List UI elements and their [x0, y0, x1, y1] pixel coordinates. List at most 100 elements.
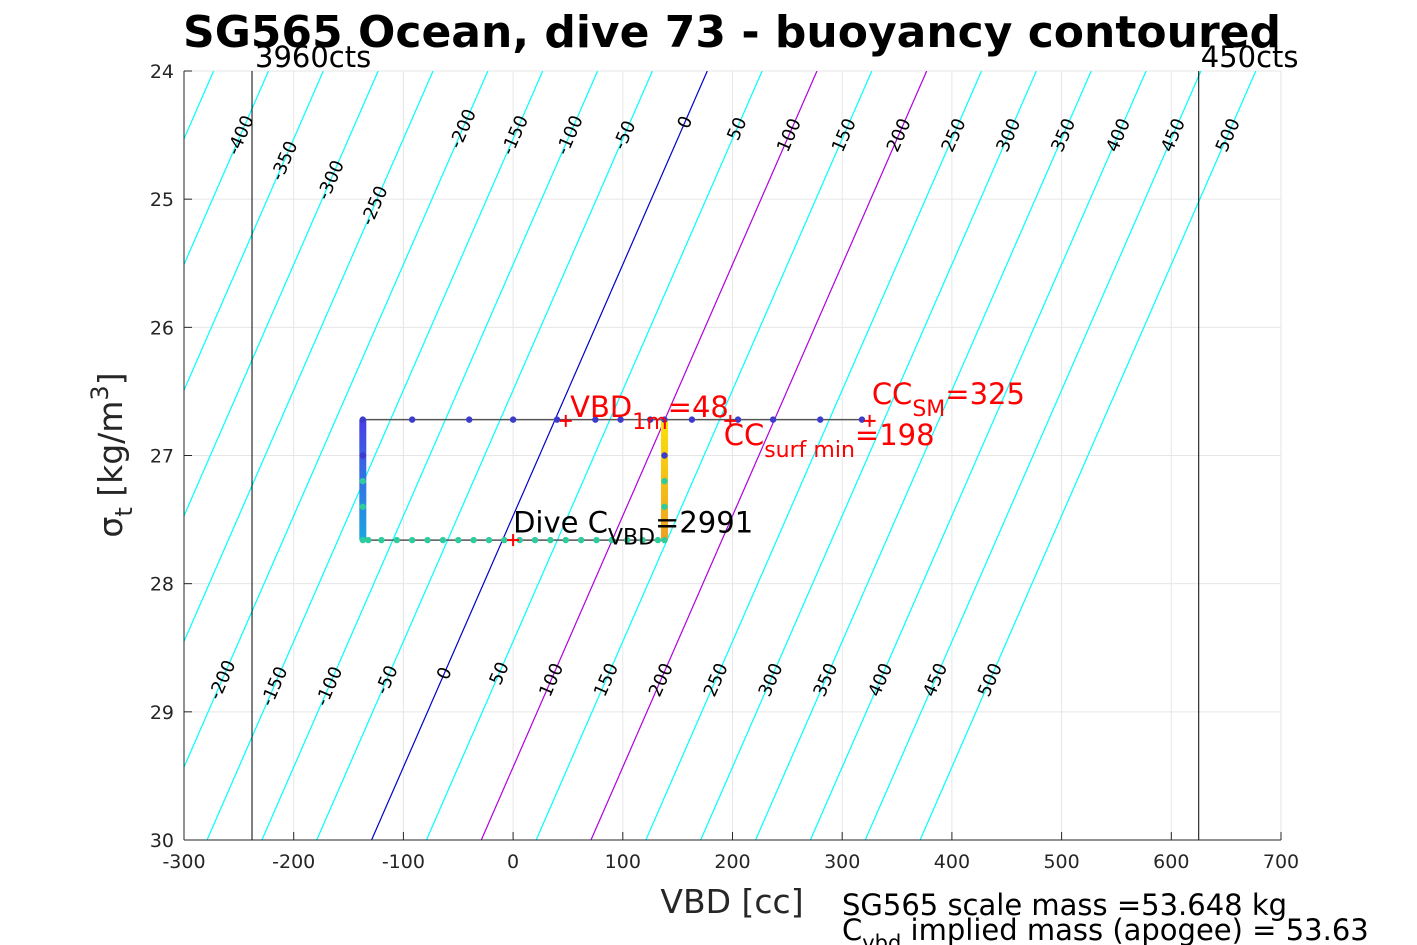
annotation-text: VBD1m=48	[570, 390, 729, 435]
trajectory-point	[547, 536, 554, 544]
contour-line	[535, 71, 873, 840]
marker-cross	[724, 414, 737, 427]
chart-title: SG565 Ocean, dive 73 - buoyancy contoure…	[183, 7, 1281, 58]
y-axis-label: σt [kg/m3]	[86, 372, 138, 537]
trajectory-point	[531, 536, 539, 544]
trajectory-point	[734, 416, 742, 423]
x-tick-label: 500	[1043, 851, 1079, 873]
contour-line	[206, 71, 544, 840]
contour-line	[919, 71, 1257, 840]
trajectory-point	[688, 416, 696, 423]
annotation-sub: 1m	[632, 410, 667, 435]
contour-label-top: 450	[1157, 115, 1190, 155]
marker-cross	[863, 414, 876, 427]
trajectory-point	[509, 416, 517, 423]
trajectory-point	[485, 536, 493, 544]
contour-line	[864, 71, 1202, 840]
trajectory-point	[393, 536, 401, 544]
contour-label-bottom: -200	[205, 657, 241, 703]
contour-label-bottom: 400	[864, 660, 897, 700]
trajectory-point	[359, 452, 367, 459]
y-label-main: [kg/m	[91, 401, 130, 508]
y-tick-label: 30	[150, 830, 174, 852]
contour-label-top: -50	[609, 118, 640, 153]
contour-line	[184, 71, 434, 643]
contour-line	[316, 71, 653, 840]
x-tick-label: -200	[272, 851, 315, 873]
x-axis-label: VBD [cc]	[660, 882, 803, 921]
trajectory-point	[378, 536, 385, 544]
annotation-sub: VBD	[608, 525, 655, 550]
trajectory-point	[455, 536, 462, 544]
reference-markers	[507, 414, 876, 547]
contour-label-top: 350	[1047, 115, 1080, 155]
y-label-sub: t	[110, 507, 138, 516]
implied-mass-sub: vbd	[862, 931, 901, 945]
trajectory-point	[617, 416, 624, 423]
marker-cross	[507, 534, 520, 547]
contour-label-bottom: 150	[590, 660, 623, 700]
contour-label-top: -150	[497, 112, 533, 158]
trajectory-point	[359, 477, 367, 485]
count-limit-lines: 3960cts 450cts	[251, 40, 1299, 840]
annotation-text: CCsurf min=198	[724, 418, 935, 463]
y-tick-label: 27	[150, 446, 174, 468]
trajectory-point	[577, 536, 585, 544]
trajectory-point	[424, 536, 431, 544]
trajectory-point	[408, 536, 416, 544]
y-tick-label: 29	[150, 702, 174, 724]
contour-line	[645, 71, 983, 840]
contour-label-bottom: 450	[919, 660, 952, 700]
x-tick-label: 100	[605, 851, 641, 873]
y-tick-label: 26	[150, 317, 174, 339]
contour-label-bottom: 0	[433, 664, 457, 683]
x-tick-label: 400	[934, 851, 970, 873]
contour-label-top: -300	[313, 157, 349, 203]
trajectory-point	[647, 416, 654, 423]
trajectory-point	[661, 416, 668, 423]
annotation-text: Dive CVBD=2991	[513, 505, 753, 550]
contour-line	[184, 71, 324, 392]
contour-line	[0, 71, 159, 840]
trajectory-point	[654, 536, 662, 544]
contour-line	[590, 71, 928, 840]
contour-label-bottom: 50	[485, 659, 513, 688]
dive-trajectory	[359, 416, 866, 544]
contour-label-top: 0	[673, 113, 697, 132]
y-tick-label: 24	[150, 61, 174, 83]
implied-mass-base: C	[842, 913, 862, 945]
contour-label-top: 250	[938, 115, 971, 155]
contour-label-top: -200	[445, 106, 481, 152]
x-tick-label: 600	[1153, 851, 1189, 873]
contour-label-top: 200	[883, 115, 916, 155]
trajectory-point	[359, 503, 367, 510]
contour-line	[261, 71, 599, 840]
trajectory-point	[562, 536, 569, 544]
trajectory-point	[661, 503, 668, 510]
contour-label-bottom: -50	[372, 662, 403, 697]
trajectory-point	[501, 536, 508, 544]
contour-line	[184, 71, 489, 769]
x-tick-label: 0	[507, 851, 519, 873]
x-tick-label: 700	[1263, 851, 1299, 873]
x-tick-label: -300	[162, 851, 205, 873]
contour-line	[371, 71, 708, 840]
contour-label-bottom: 250	[700, 660, 733, 700]
y-label-close: ]	[91, 372, 130, 385]
contour-line	[184, 71, 270, 267]
trajectory-point	[408, 416, 416, 423]
trajectory-point	[661, 536, 668, 544]
contour-label-top: 150	[828, 115, 861, 155]
trajectory-point	[359, 416, 367, 423]
grid-lines	[183, 70, 1282, 841]
x-tick-label: 300	[824, 851, 860, 873]
trajectory-point	[553, 416, 561, 423]
trajectory-point	[593, 536, 600, 544]
x-tick-label: -100	[382, 851, 425, 873]
annotation-rest: =2991	[655, 505, 753, 539]
annotation-base: CC	[724, 418, 765, 452]
contour-line	[480, 71, 818, 840]
annotation-base: VBD	[570, 390, 632, 424]
contour-label-top: 50	[723, 114, 751, 143]
